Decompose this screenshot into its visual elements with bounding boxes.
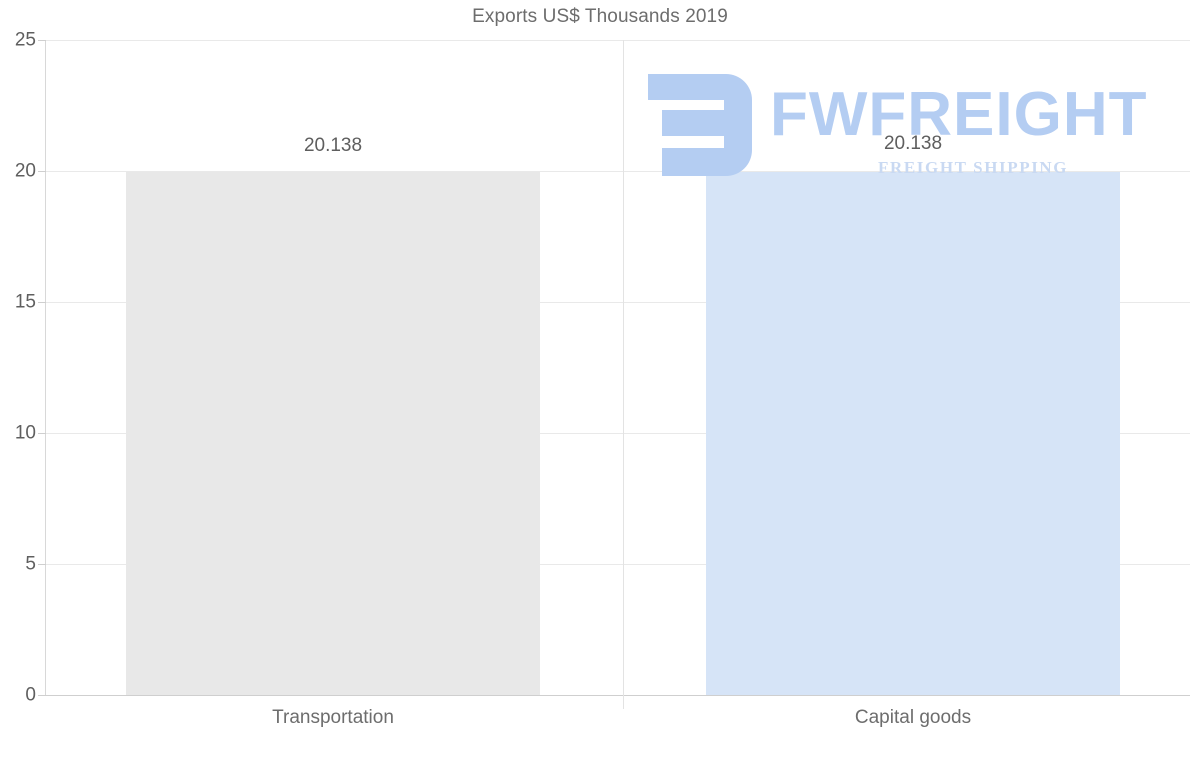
x-tick-label-transportation: Transportation [272,707,394,728]
y-tick-label-20: 20 [14,160,36,182]
fwfreight-watermark: FWFREIGHT FREIGHT SHIPPING [648,62,1148,187]
y-tick-mark-25 [38,40,46,41]
x-tick-label-capital-goods: Capital goods [854,707,972,728]
fwfreight-logo-icon [648,74,752,176]
bar-transportation[interactable] [126,172,540,695]
y-tick-label-10: 10 [14,422,36,444]
watermark-wordmark: FWFREIGHT [770,80,1148,149]
gridline-10 [45,433,1190,434]
y-tick-label-15: 15 [14,291,36,313]
bar-value-label-capital-goods: 20.138 [883,133,943,154]
y-tick-label-25: 25 [14,29,36,51]
y-tick-mark-15 [38,302,46,303]
y-tick-mark-0 [38,695,46,696]
bar-capital-goods[interactable] [706,172,1120,695]
gridline-15 [45,302,1190,303]
y-tick-label-0: 0 [25,684,36,706]
y-tick-mark-10 [38,433,46,434]
category-separator [623,40,624,709]
y-tick-mark-5 [38,564,46,565]
gridline-25 [45,40,1190,41]
gridline-5 [45,564,1190,565]
gridline-20 [45,171,1190,172]
bar-value-label-transportation: 20.138 [303,135,363,156]
y-axis-line [45,40,46,695]
y-tick-mark-20 [38,171,46,172]
y-tick-label-5: 5 [25,553,36,575]
chart-title: Exports US$ Thousands 2019 [472,6,728,27]
x-axis-baseline [45,695,1190,696]
